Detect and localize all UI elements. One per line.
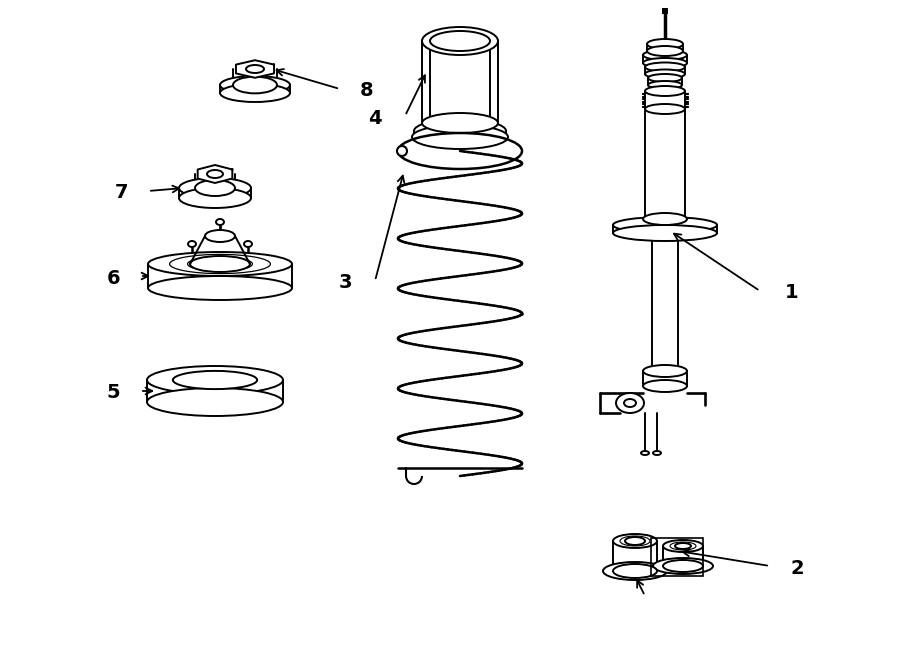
Ellipse shape — [190, 256, 250, 272]
Ellipse shape — [647, 46, 683, 56]
Ellipse shape — [147, 388, 283, 416]
Text: 3: 3 — [338, 274, 352, 293]
Ellipse shape — [645, 104, 685, 114]
Ellipse shape — [246, 65, 264, 73]
Ellipse shape — [641, 451, 649, 455]
Ellipse shape — [653, 558, 713, 574]
Ellipse shape — [207, 170, 223, 178]
Ellipse shape — [147, 366, 283, 394]
Text: 6: 6 — [106, 268, 120, 288]
Ellipse shape — [643, 365, 687, 377]
Ellipse shape — [663, 540, 703, 552]
Ellipse shape — [397, 146, 407, 156]
Ellipse shape — [652, 229, 678, 237]
Ellipse shape — [187, 257, 252, 271]
Ellipse shape — [645, 86, 685, 96]
Ellipse shape — [643, 58, 687, 68]
Ellipse shape — [613, 225, 717, 241]
Ellipse shape — [148, 252, 292, 276]
Ellipse shape — [422, 27, 498, 55]
Bar — [651, 538, 703, 576]
Ellipse shape — [414, 119, 506, 143]
Ellipse shape — [613, 217, 717, 233]
Ellipse shape — [645, 63, 685, 71]
Text: 8: 8 — [360, 81, 373, 100]
Ellipse shape — [220, 76, 290, 94]
Ellipse shape — [195, 180, 235, 196]
Polygon shape — [236, 60, 274, 78]
Ellipse shape — [430, 31, 490, 51]
Ellipse shape — [645, 69, 685, 79]
Ellipse shape — [613, 564, 657, 578]
Text: 2: 2 — [790, 559, 804, 578]
Ellipse shape — [653, 451, 661, 455]
Text: 5: 5 — [106, 383, 120, 403]
Ellipse shape — [148, 276, 292, 300]
Text: 4: 4 — [368, 108, 382, 128]
Ellipse shape — [173, 371, 257, 389]
Ellipse shape — [663, 560, 703, 572]
Ellipse shape — [648, 74, 682, 82]
Ellipse shape — [643, 380, 687, 392]
Ellipse shape — [233, 77, 277, 93]
Ellipse shape — [643, 213, 687, 225]
Bar — [663, 9, 667, 13]
Polygon shape — [198, 165, 232, 183]
Ellipse shape — [179, 178, 251, 198]
Text: 1: 1 — [785, 284, 798, 303]
Ellipse shape — [188, 241, 196, 247]
Ellipse shape — [169, 254, 270, 274]
Ellipse shape — [625, 537, 645, 545]
Ellipse shape — [647, 39, 683, 49]
Ellipse shape — [216, 219, 224, 225]
Ellipse shape — [643, 50, 687, 60]
Ellipse shape — [422, 113, 498, 133]
Ellipse shape — [648, 81, 682, 89]
Ellipse shape — [613, 534, 657, 548]
Ellipse shape — [220, 84, 290, 102]
Ellipse shape — [412, 125, 508, 149]
Text: 7: 7 — [114, 184, 128, 202]
Ellipse shape — [205, 230, 235, 242]
Ellipse shape — [179, 188, 251, 208]
Ellipse shape — [244, 241, 252, 247]
Ellipse shape — [675, 543, 691, 549]
Ellipse shape — [603, 562, 667, 580]
Ellipse shape — [616, 393, 644, 413]
